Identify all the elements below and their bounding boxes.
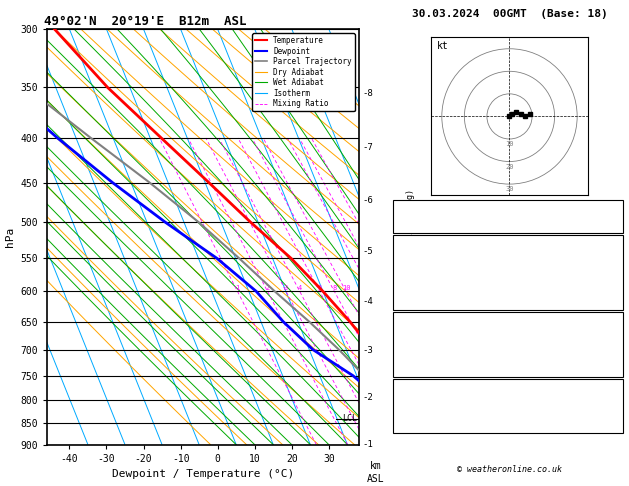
Text: -1: -1 xyxy=(362,440,373,449)
Text: 3: 3 xyxy=(284,285,288,291)
Text: 1.28: 1.28 xyxy=(598,223,620,232)
Text: StmDir: StmDir xyxy=(396,412,428,421)
Text: Lifted Index: Lifted Index xyxy=(396,278,461,288)
Text: Totals Totals: Totals Totals xyxy=(396,212,466,221)
Text: LCL: LCL xyxy=(342,414,357,423)
Text: 12: 12 xyxy=(609,201,620,210)
Text: 6: 6 xyxy=(318,285,322,291)
Text: 8: 8 xyxy=(332,285,337,291)
Text: CIN (J): CIN (J) xyxy=(396,300,434,309)
Text: StmSpd (kt): StmSpd (kt) xyxy=(396,423,455,432)
Text: Mixing Ratio (g/kg): Mixing Ratio (g/kg) xyxy=(406,190,415,284)
Text: 10: 10 xyxy=(505,141,514,147)
Text: ASL: ASL xyxy=(367,474,385,484)
Text: Surface: Surface xyxy=(489,236,526,244)
Text: Lifted Index: Lifted Index xyxy=(396,346,461,354)
Text: PW (cm): PW (cm) xyxy=(396,223,434,232)
Text: -6: -6 xyxy=(362,196,373,205)
Text: 4: 4 xyxy=(298,285,302,291)
Text: θᴄ (K): θᴄ (K) xyxy=(396,335,428,344)
Text: SREH: SREH xyxy=(396,401,418,410)
Text: kt: kt xyxy=(437,41,449,51)
Text: 0: 0 xyxy=(614,356,620,365)
Text: 45: 45 xyxy=(609,212,620,221)
Text: 285°: 285° xyxy=(598,412,620,421)
Text: K: K xyxy=(396,201,402,210)
Text: 310: 310 xyxy=(603,335,620,344)
Text: CIN (J): CIN (J) xyxy=(396,367,434,376)
Text: 0: 0 xyxy=(614,289,620,298)
Text: -2: -2 xyxy=(362,393,373,402)
Text: -7: -7 xyxy=(362,143,373,153)
Text: Most Unstable: Most Unstable xyxy=(473,313,543,322)
Text: © weatheronline.co.uk: © weatheronline.co.uk xyxy=(457,465,562,474)
Text: 1: 1 xyxy=(235,285,240,291)
Text: 5: 5 xyxy=(614,278,620,288)
Text: km: km xyxy=(370,461,382,471)
Text: -5: -5 xyxy=(362,247,373,256)
Text: 83: 83 xyxy=(609,391,620,399)
Text: 10: 10 xyxy=(342,285,350,291)
Text: -3: -3 xyxy=(362,346,373,355)
Text: CAPE (J): CAPE (J) xyxy=(396,289,439,298)
Text: Hodograph: Hodograph xyxy=(484,380,532,389)
Text: 0: 0 xyxy=(614,300,620,309)
Text: 10.4: 10.4 xyxy=(598,246,620,255)
Text: 4: 4 xyxy=(614,346,620,354)
Text: 0: 0 xyxy=(614,367,620,376)
Y-axis label: hPa: hPa xyxy=(5,227,15,247)
Legend: Temperature, Dewpoint, Parcel Trajectory, Dry Adiabat, Wet Adiabat, Isotherm, Mi: Temperature, Dewpoint, Parcel Trajectory… xyxy=(252,33,355,111)
Text: Dewp (°C): Dewp (°C) xyxy=(396,257,445,266)
Text: Temp (°C): Temp (°C) xyxy=(396,246,445,255)
Text: 30.03.2024  00GMT  (Base: 18): 30.03.2024 00GMT (Base: 18) xyxy=(411,9,608,19)
Text: -8: -8 xyxy=(362,89,373,98)
Text: 700: 700 xyxy=(603,324,620,333)
Text: -4: -4 xyxy=(362,297,373,306)
Text: 30: 30 xyxy=(505,186,514,192)
Text: Pressure (mb): Pressure (mb) xyxy=(396,324,466,333)
X-axis label: Dewpoint / Temperature (°C): Dewpoint / Temperature (°C) xyxy=(112,469,294,479)
Text: 98: 98 xyxy=(609,401,620,410)
Text: 5.9: 5.9 xyxy=(603,257,620,266)
Text: CAPE (J): CAPE (J) xyxy=(396,356,439,365)
Text: 308: 308 xyxy=(603,268,620,277)
Text: 49°02'N  20°19'E  B12m  ASL: 49°02'N 20°19'E B12m ASL xyxy=(44,15,247,28)
Text: 2: 2 xyxy=(265,285,270,291)
Text: 20: 20 xyxy=(609,423,620,432)
Text: 20: 20 xyxy=(505,164,514,170)
Text: EH: EH xyxy=(396,391,407,399)
Text: θᴄ(K): θᴄ(K) xyxy=(396,268,423,277)
